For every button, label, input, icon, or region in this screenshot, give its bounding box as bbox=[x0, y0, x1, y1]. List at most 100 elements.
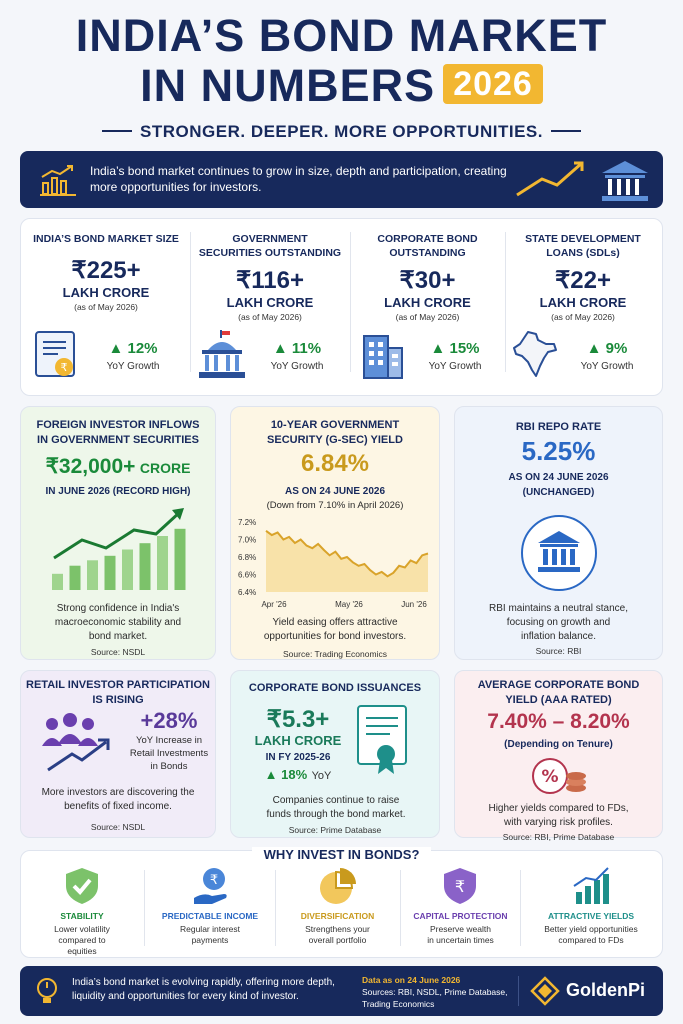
gsec-value: 6.84% bbox=[300, 450, 370, 477]
growth-label: YoY Growth bbox=[270, 361, 324, 372]
retail-desc-line: benefits of fixed income. bbox=[64, 801, 172, 812]
retail-panel bbox=[20, 670, 216, 838]
y-tick-label: 7.2% bbox=[238, 518, 256, 527]
growth-label: YoY Growth bbox=[106, 361, 160, 372]
benefit-desc-line: Regular interest bbox=[179, 924, 240, 934]
x-tick-label: May '26 bbox=[335, 600, 363, 609]
gsec-source: Source: Trading Economics bbox=[283, 649, 387, 659]
retail-desc: More investors are discovering the benef… bbox=[24, 786, 212, 814]
fpi-bar bbox=[157, 536, 168, 590]
year-badge: 2026 bbox=[443, 64, 543, 104]
repo-title: RBI REPO RATE bbox=[515, 421, 602, 433]
page-title-line-1: INDIA’S BOND MARKET bbox=[75, 10, 608, 61]
repo-asof: AS ON 24 JUNE 2026 bbox=[508, 472, 609, 483]
repo-desc-line: inflation balance. bbox=[520, 631, 597, 642]
fpi-bar bbox=[69, 565, 81, 590]
retail-stat: +28% YoY Increase in Retail Investments … bbox=[122, 708, 216, 773]
stat-growth: ▲ 12% YoY Growth bbox=[88, 340, 178, 372]
fpi-bars-graphic bbox=[52, 508, 186, 590]
rbi-bank-icon bbox=[521, 515, 597, 591]
svg-text:₹: ₹ bbox=[455, 877, 465, 896]
gsec-title-line: SECURITY (G-SEC) YIELD bbox=[267, 434, 403, 446]
chart-up-icon bbox=[40, 165, 76, 196]
stat-asof: (as of May 2026) bbox=[395, 312, 460, 322]
divider bbox=[144, 870, 145, 946]
fpi-sub: IN JUNE 2026 (RECORD HIGH) bbox=[45, 486, 191, 497]
issuance-desc: Companies continue to raise funds throug… bbox=[238, 794, 434, 822]
market-stats-card bbox=[20, 218, 663, 396]
fpi-desc-line: Strong confidence in India's bbox=[56, 603, 180, 614]
stat-growth: ▲ 15% YoY Growth bbox=[410, 340, 500, 372]
yield-desc-line: Higher yields compared to FDs, bbox=[488, 803, 629, 814]
growth-label: YoY Growth bbox=[580, 361, 634, 372]
up-arrow-icon: ▲ bbox=[264, 767, 278, 782]
intro-banner: India’s bond market continues to grow in… bbox=[20, 151, 663, 208]
benefit-name: PREDICTABLE INCOME bbox=[161, 911, 259, 921]
benefit-desc: Lower volatility compared to equities bbox=[24, 924, 140, 957]
why-invest-card bbox=[20, 850, 663, 958]
brand-name: GoldenPi bbox=[566, 980, 646, 1000]
benefit-name: CAPITAL PROTECTION bbox=[413, 911, 508, 921]
issuance-period: IN FY 2025-26 bbox=[265, 752, 331, 763]
divider bbox=[350, 232, 351, 372]
shield-check-icon bbox=[66, 868, 98, 904]
retail-line: YoY Increase in bbox=[135, 735, 203, 746]
issuance-desc-line: Companies continue to raise bbox=[272, 795, 400, 806]
stat-label: GOVERNMENT bbox=[232, 233, 308, 245]
fpi-title-line: IN GOVERNMENT SECURITIES bbox=[37, 434, 199, 446]
retail-desc-line: More investors are discovering the bbox=[41, 787, 195, 798]
repo-source: Source: RBI bbox=[535, 646, 582, 656]
repo-desc: RBI maintains a neutral stance, focusing… bbox=[462, 602, 655, 644]
stat-unit: LAKH CRORE bbox=[384, 295, 471, 310]
benefit-desc-line: compared to FDs bbox=[558, 935, 624, 945]
office-building-icon bbox=[363, 335, 403, 379]
yield-value: 7.40% – 8.20% bbox=[487, 710, 630, 733]
fpi-bar bbox=[104, 555, 116, 590]
stat-growth: ▲ 11% YoY Growth bbox=[252, 340, 342, 372]
divider bbox=[505, 232, 506, 372]
up-arrow-icon: ▲ bbox=[272, 340, 288, 357]
stat-label: LOANS (SDLs) bbox=[546, 247, 620, 259]
stat-label: CORPORATE BOND bbox=[377, 233, 478, 245]
yield-title: AVERAGE CORPORATE BOND YIELD (AAA RATED) bbox=[454, 678, 663, 708]
growth-label: YoY Growth bbox=[428, 361, 482, 372]
divider bbox=[190, 232, 191, 372]
benefit-name: DIVERSIFICATION bbox=[300, 911, 375, 921]
percent-coins-icon: % bbox=[532, 758, 586, 794]
trend-line bbox=[53, 510, 182, 560]
rupee-shield-icon: ₹ bbox=[444, 868, 476, 904]
yield-note: (Depending on Tenure) bbox=[504, 739, 613, 750]
divider bbox=[102, 130, 133, 132]
why-invest-heading: WHY INVEST IN BONDS? bbox=[0, 846, 683, 864]
fpi-value-number: ₹32,000+ bbox=[45, 455, 136, 478]
yield-line bbox=[265, 529, 429, 578]
stat-corporate: CORPORATE BOND OUTSTANDING ₹30+ LAKH CRO… bbox=[352, 232, 503, 322]
retail-source: Source: NSDL bbox=[90, 822, 146, 832]
arrow-head bbox=[172, 508, 184, 520]
yield-source: Source: RBI, Prime Database bbox=[502, 832, 615, 842]
stat-asof: (as of May 2026) bbox=[551, 312, 615, 322]
certificate-icon: ₹ bbox=[35, 331, 75, 377]
up-arrow-icon: ▲ bbox=[586, 340, 602, 357]
y-tick-label: 6.8% bbox=[238, 553, 256, 562]
benefit-desc-line: Preserve wealth bbox=[430, 924, 491, 934]
up-arrow-icon: ▲ bbox=[430, 340, 446, 357]
retail-title-line: RETAIL INVESTOR PARTICIPATION bbox=[26, 679, 210, 691]
stat-sdl: STATE DEVELOPMENT LOANS (SDLs) ₹22+ LAKH… bbox=[507, 232, 659, 322]
gsec-desc: Yield easing offers attractive opportuni… bbox=[236, 616, 434, 644]
retail-title: RETAIL INVESTOR PARTICIPATION IS RISING bbox=[20, 678, 216, 708]
stat-label: SECURITIES OUTSTANDING bbox=[198, 247, 342, 259]
up-arrow-icon: ▲ bbox=[108, 340, 124, 357]
issuance-source: Source: Prime Database bbox=[288, 825, 382, 835]
repo-desc-line: RBI maintains a neutral stance, bbox=[489, 603, 628, 614]
footer-sources-line: Trading Economics bbox=[362, 999, 435, 1009]
footer-data-date: Data as on 24 June 2026 bbox=[362, 975, 461, 985]
fpi-title: FOREIGN INVESTOR INFLOWS IN GOVERNMENT S… bbox=[20, 418, 216, 448]
divider bbox=[550, 130, 581, 132]
retail-line: Retail Investments bbox=[129, 748, 209, 759]
stat-value: ₹30+ bbox=[399, 267, 456, 294]
gsec-asof: AS ON 24 JUNE 2026 bbox=[284, 486, 386, 497]
stat-value: ₹225+ bbox=[71, 257, 141, 284]
benefit-desc-line: equities bbox=[67, 946, 97, 956]
x-tick-label: Jun '26 bbox=[401, 600, 427, 609]
